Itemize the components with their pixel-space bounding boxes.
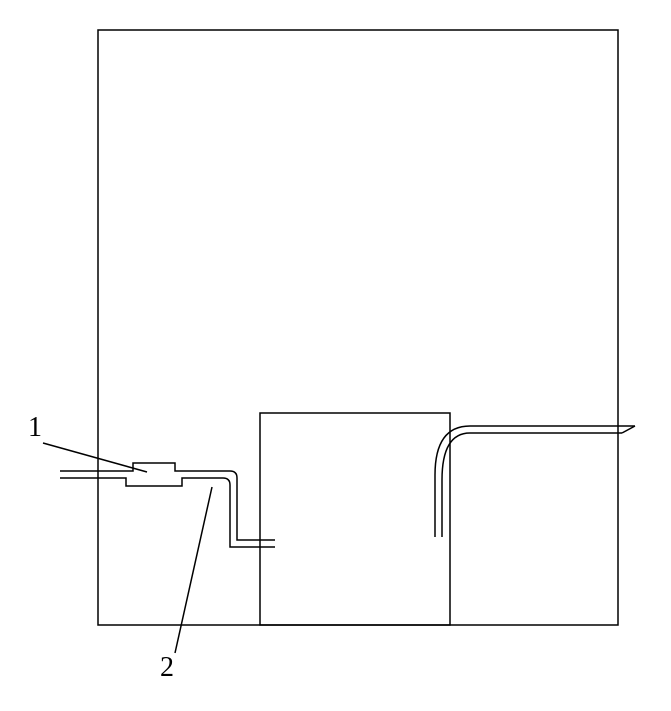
callout-2-label: 2 (160, 652, 174, 684)
callout-1-label: 1 (28, 412, 42, 444)
